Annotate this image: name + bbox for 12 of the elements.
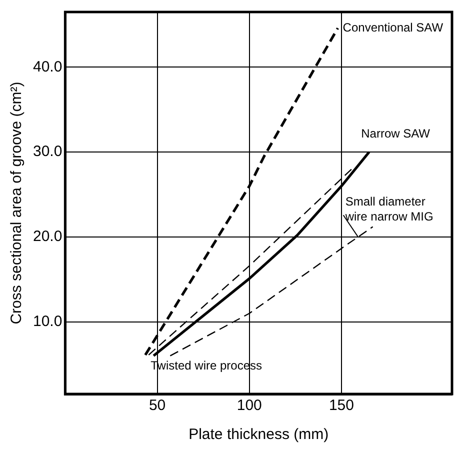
y-tick-label: 20.0 [32, 228, 62, 246]
x-tick-label: 50 [148, 397, 166, 414]
series-label: Small diameter wire narrow MIG [344, 194, 434, 224]
y-tick-label: 10.0 [32, 312, 62, 330]
y-tick-label: 40.0 [32, 58, 62, 76]
x-axis-title: Plate thickness (mm) [188, 426, 329, 444]
y-axis-title: Cross sectional area of groove (cm²) [8, 82, 26, 324]
x-tick-label: 150 [328, 397, 354, 414]
series-label: Narrow SAW [361, 126, 431, 140]
series-label: Conventional SAW [342, 20, 444, 34]
x-tick-label: 100 [236, 397, 262, 414]
y-tick-label: 30.0 [32, 143, 62, 160]
